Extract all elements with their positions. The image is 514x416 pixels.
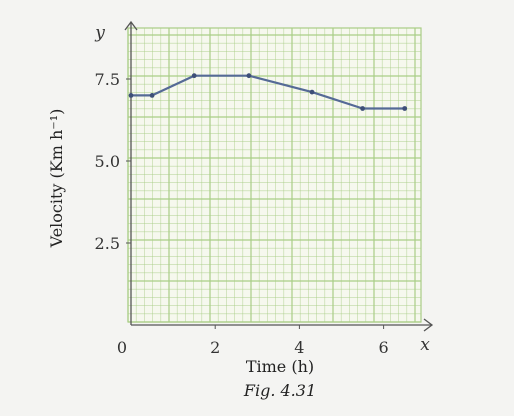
axes: [124, 20, 434, 332]
data-point: [360, 106, 365, 111]
x-tick-label: 4: [294, 338, 304, 357]
x-axis-label: Time (h): [246, 357, 314, 376]
data-point: [246, 73, 252, 79]
data-point: [402, 106, 408, 111]
y-tick-label: 7.5: [95, 70, 120, 89]
data-series: [128, 73, 408, 111]
y-axis-letter: y: [94, 23, 105, 43]
y-tick-label: 5.0: [95, 152, 120, 171]
origin-label: 0: [117, 338, 127, 357]
data-point: [128, 93, 134, 98]
x-axis-letter: x: [420, 335, 430, 355]
plot-background: [128, 28, 421, 322]
data-point: [149, 93, 155, 98]
grid: [127, 27, 422, 323]
y-tick-label: 2.5: [95, 234, 120, 253]
x-tick-label: 2: [210, 338, 220, 357]
data-point: [191, 73, 197, 79]
data-point: [309, 89, 315, 95]
y-axis-label: Velocity (Km h⁻¹): [47, 109, 66, 249]
x-axis-arrow: [423, 318, 434, 332]
y-axis-arrow: [124, 20, 138, 31]
labels: y x 0 Time (h) Fig. 4.31 Velocity (Km h⁻…: [47, 23, 430, 400]
grid-border: [127, 27, 422, 323]
figure-caption: Fig. 4.31: [243, 381, 316, 400]
x-tick-label: 6: [379, 338, 389, 357]
